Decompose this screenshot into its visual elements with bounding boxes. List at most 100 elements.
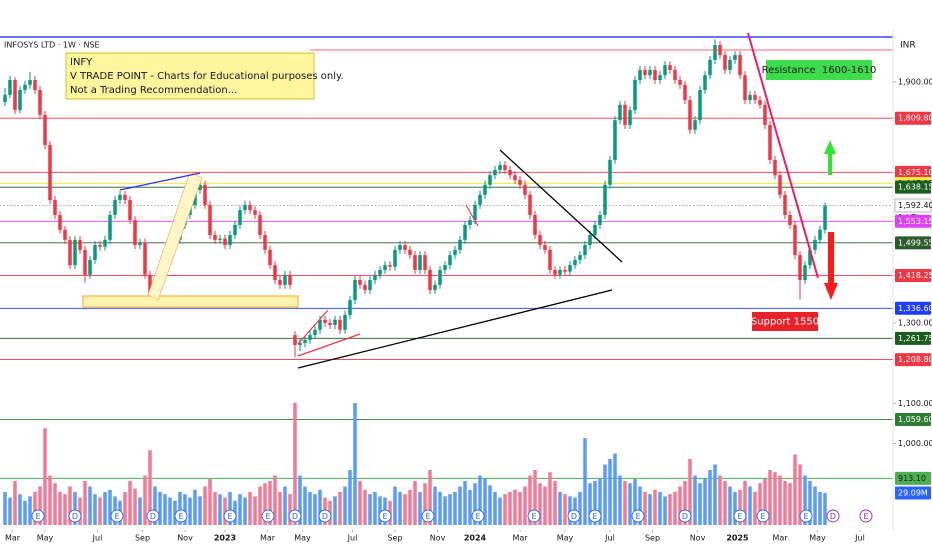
event-marker: [826, 509, 840, 523]
volume-bar: [753, 492, 757, 525]
candle-body: [573, 259, 577, 266]
candle-body: [728, 59, 732, 70]
volume-bar: [423, 483, 427, 525]
level-label: 1,638.15: [898, 183, 932, 192]
candle-body: [283, 274, 287, 285]
candle-body: [323, 319, 327, 323]
candle-body: [48, 145, 52, 201]
volume-bar: [773, 472, 777, 525]
event-marker: [859, 509, 873, 523]
volume-bar: [133, 488, 137, 525]
event-marker: [31, 509, 45, 523]
event-label: D: [830, 512, 836, 521]
event-marker: [318, 509, 332, 523]
candle-body: [393, 249, 397, 267]
x-tick-label: May: [809, 534, 826, 543]
candle-body: [713, 45, 717, 60]
event-label: E: [760, 512, 765, 521]
x-tick-label: Nov: [690, 534, 706, 543]
up-arrow: [824, 140, 836, 175]
y-tick-label: 1,000.00: [898, 439, 932, 448]
volume-bar: [63, 494, 67, 525]
candle-body: [483, 184, 487, 195]
event-label: D: [322, 512, 328, 521]
level-label: 1,059.60: [898, 415, 932, 424]
x-tick-label: Sep: [135, 534, 150, 543]
volume-bar: [468, 489, 472, 525]
x-tick-label: Sep: [387, 534, 402, 543]
candle-body: [723, 55, 727, 70]
event-marker: [631, 509, 645, 523]
candle-body: [108, 214, 112, 240]
volume-bar: [638, 486, 642, 525]
volume-bar: [533, 470, 537, 525]
volume-bar: [793, 454, 797, 525]
candle-body: [678, 79, 682, 85]
volume-bar: [208, 478, 212, 525]
volume-bar: [578, 492, 582, 525]
candle-body: [458, 239, 462, 250]
candle-body: [783, 194, 787, 215]
volume-bar: [243, 497, 247, 525]
volume-bar: [43, 428, 47, 525]
volume-bar: [253, 496, 257, 525]
candle-body: [673, 69, 677, 80]
event-label: E: [737, 512, 742, 521]
candle-body: [558, 269, 562, 275]
candle-body: [103, 239, 107, 247]
volume-bar: [73, 492, 77, 525]
candle-body: [593, 224, 597, 236]
candle-body: [418, 255, 422, 270]
volume-bar: [488, 485, 492, 525]
candle-body: [353, 280, 357, 301]
volume-bar: [783, 481, 787, 525]
candle-body: [818, 229, 822, 240]
volume-bar: [568, 496, 572, 525]
volume-bar: [648, 494, 652, 525]
wedge-line: [297, 333, 361, 357]
note-line: INFY: [70, 57, 93, 68]
event-marker: [756, 509, 770, 523]
candle-body: [413, 255, 417, 270]
candle-body: [293, 335, 297, 346]
volume-bar: [248, 492, 252, 525]
candle-body: [378, 269, 382, 275]
candle-body: [338, 319, 342, 330]
volume-bar: [733, 492, 737, 525]
candle-body: [278, 280, 282, 285]
volume-bar: [778, 475, 782, 525]
volume-bar: [603, 464, 607, 525]
event-label: E: [178, 512, 183, 521]
candle-body: [228, 235, 232, 246]
candle-body: [578, 255, 582, 260]
volume-bar: [23, 500, 27, 525]
y-tick-label: 1,100.00: [898, 399, 932, 408]
volume-label-box: [895, 486, 931, 500]
volume-bar: [458, 486, 462, 525]
volume-bar: [563, 494, 567, 525]
volume-bar: [683, 481, 687, 525]
candle-body: [303, 339, 307, 344]
volume-bar: [618, 475, 622, 525]
event-marker: [678, 509, 692, 523]
event-marker: [567, 509, 581, 523]
volume-bar: [313, 494, 317, 525]
level-label: 1,592.40: [898, 201, 932, 210]
candle-body: [73, 239, 77, 266]
event-label: E: [114, 512, 119, 521]
x-tick-label: May: [37, 534, 54, 543]
candle-body: [83, 249, 87, 275]
volume-bar: [68, 486, 72, 525]
volume-bar: [193, 489, 197, 525]
volume-bar: [803, 475, 807, 525]
candle-body: [778, 175, 782, 195]
volume-bar: [228, 492, 232, 525]
volume-bar: [103, 492, 107, 525]
volume-bar: [158, 492, 162, 525]
volume-bar: [588, 483, 592, 525]
volume-bar: [653, 489, 657, 525]
volume-bar: [8, 497, 12, 525]
volume-bar: [613, 453, 617, 525]
x-tick-label: May: [557, 534, 574, 543]
x-tick-label: May: [294, 534, 311, 543]
